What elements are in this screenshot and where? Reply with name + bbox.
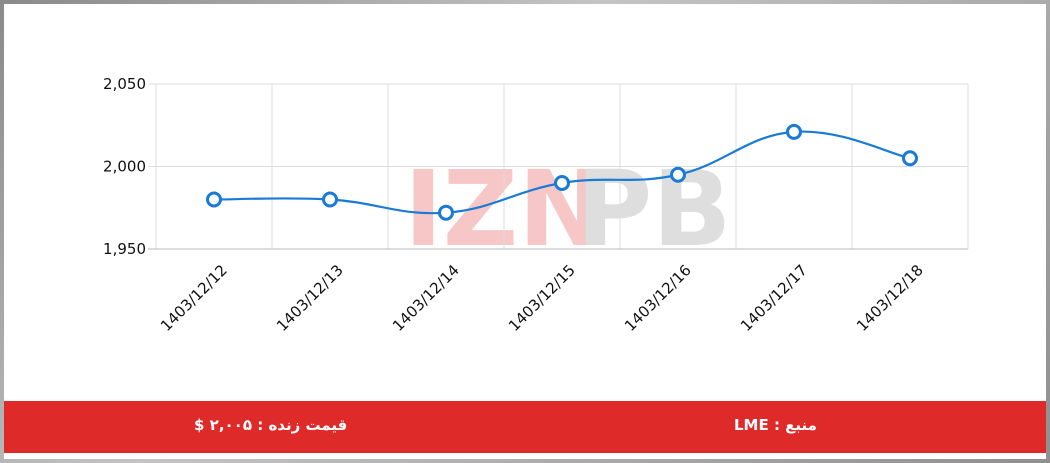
x-tick-label: 1403/12/18: [853, 261, 927, 335]
data-point: [554, 175, 570, 191]
source-label: منبع : LME: [734, 416, 817, 434]
gridlines: [148, 83, 969, 250]
data-point: [670, 166, 686, 183]
footer-bar: منبع : LME قیمت زنده : ۲,۰۰۵ $: [4, 401, 1046, 453]
data-point: [206, 191, 222, 208]
watermark-left-text: IZN: [404, 148, 605, 270]
x-tick-label: 1403/12/14: [389, 261, 463, 335]
data-points: [206, 123, 918, 221]
x-axis-tick-labels: 1403/12/12 1403/12/13 1403/12/14 1403/12/15…: [157, 261, 927, 335]
data-point: [786, 123, 802, 140]
bottom-strip: [4, 453, 1046, 459]
chart-card: IZN PB 1,950 2,000 2,050 1403/12/12 1403/12…: [4, 4, 1046, 401]
x-tick-label: 1403/12/17: [737, 261, 811, 335]
y-axis-tick-labels: 1,950 2,000 2,050: [103, 75, 146, 258]
x-tick-label: 1403/12/12: [157, 261, 231, 335]
data-point: [902, 150, 918, 167]
x-tick-label: 1403/12/16: [621, 261, 695, 335]
y-tick-label: 2,050: [103, 75, 146, 93]
x-tick-label: 1403/12/13: [273, 261, 347, 335]
x-tick-label: 1403/12/15: [505, 261, 579, 335]
live-price-label: قیمت زنده : ۲,۰۰۵ $: [194, 416, 348, 434]
data-point: [438, 204, 454, 221]
watermark-right-text: PB: [576, 148, 732, 270]
y-tick-label: 1,950: [103, 240, 146, 258]
y-tick-label: 2,000: [103, 158, 146, 176]
data-point: [322, 191, 338, 208]
watermark: IZN PB: [404, 148, 732, 270]
